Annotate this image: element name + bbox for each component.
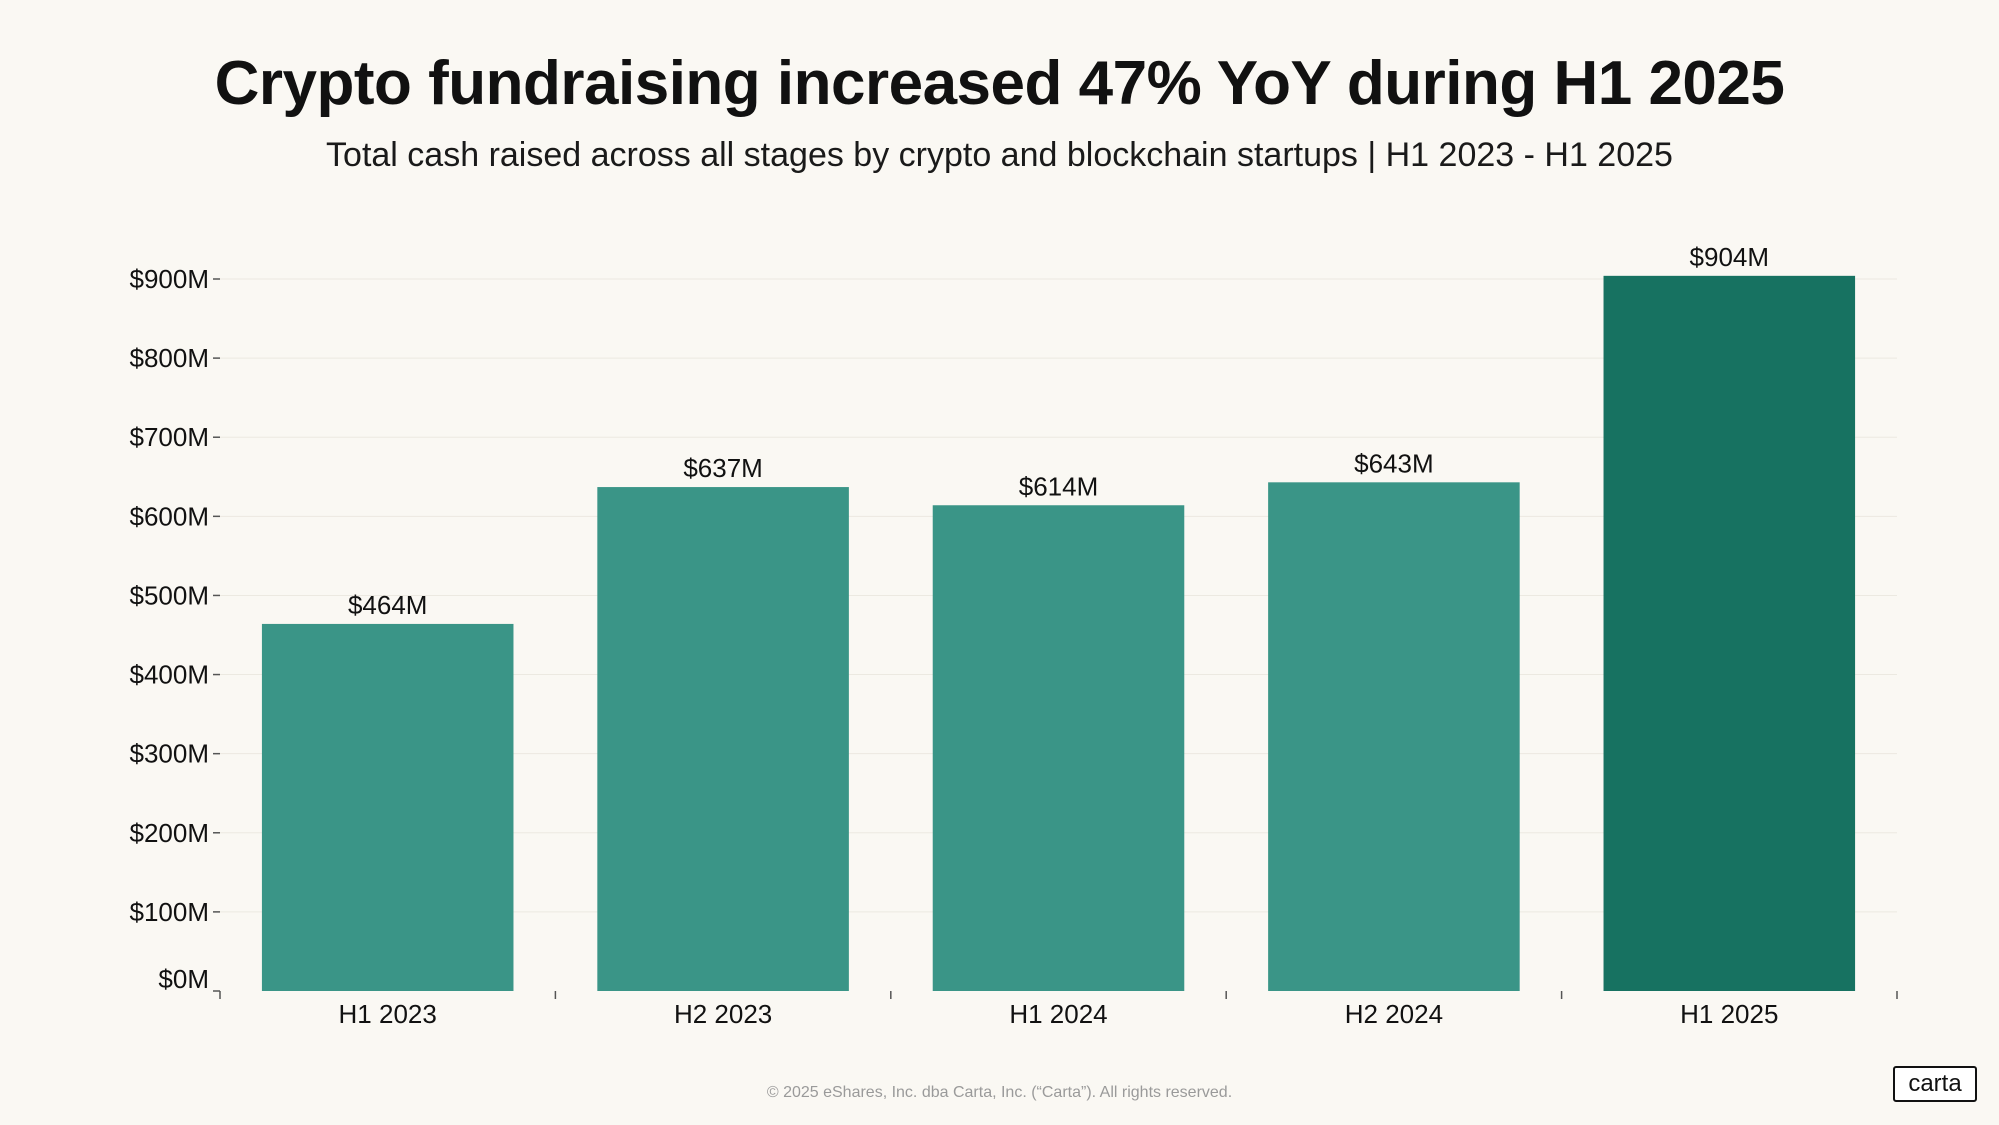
carta-logo: carta [1893, 1066, 1977, 1102]
data-label: $637M [683, 453, 763, 483]
chart-title: Crypto fundraising increased 47% YoY dur… [214, 49, 1785, 118]
y-tick-label: $500M [130, 580, 210, 610]
y-tick-label: $300M [130, 739, 210, 769]
data-label: $643M [1354, 448, 1434, 478]
bar-h2-2023 [597, 487, 849, 991]
data-label: $904M [1690, 242, 1770, 272]
y-tick-label: $400M [130, 660, 210, 690]
y-tick-label: $800M [130, 343, 210, 373]
bar-chart: $0M $100M $200M $300M $400M $500M $600M $700M $8… [130, 242, 1898, 1029]
y-tick-label: $200M [130, 818, 210, 848]
data-label: $614M [1019, 471, 1099, 501]
axes [213, 278, 1898, 999]
bars [261, 275, 1856, 991]
y-tick-label: $700M [130, 422, 210, 452]
bar-h2-2024 [1268, 482, 1520, 991]
x-tick-label: H1 2024 [1009, 999, 1107, 1029]
bar-h1-2025 [1603, 275, 1856, 991]
x-tick-label: H1 2025 [1680, 999, 1778, 1029]
bar-h1-2024 [932, 505, 1185, 991]
data-label: $464M [348, 590, 428, 620]
y-tick-label: $900M [130, 264, 210, 294]
x-tick-label: H2 2024 [1345, 999, 1443, 1029]
bar-h1-2023 [261, 623, 514, 991]
y-tick-label: $100M [130, 897, 210, 927]
x-tick-label: H1 2023 [339, 999, 437, 1029]
labels: $0M $100M $200M $300M $400M $500M $600M $700M $8… [130, 242, 1779, 1029]
x-tick-label: H2 2023 [674, 999, 772, 1029]
y-tick-label: $600M [130, 501, 210, 531]
y-tick-label: $0M [158, 964, 209, 994]
copyright-footer: © 2025 eShares, Inc. dba Carta, Inc. (“C… [766, 1084, 1233, 1101]
chart-subtitle: Total cash raised across all stages by c… [326, 136, 1673, 174]
